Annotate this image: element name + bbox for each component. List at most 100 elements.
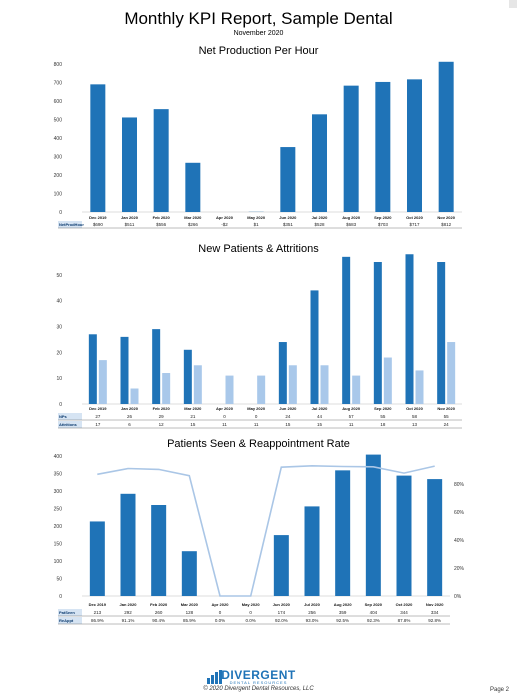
table-cell: 86.9% bbox=[91, 618, 104, 623]
y-tick-label: 0 bbox=[59, 210, 62, 216]
bar-secondary bbox=[383, 357, 392, 404]
report-title: Monthly KPI Report, Sample Dental bbox=[124, 9, 393, 28]
y-tick-label: 30 bbox=[56, 325, 62, 331]
x-tick-label: Jan 2020 bbox=[121, 215, 139, 220]
x-tick-label: Aug 2020 bbox=[342, 215, 361, 220]
table-label-cell bbox=[58, 413, 82, 420]
x-tick-label: Jul 2020 bbox=[312, 215, 329, 220]
table-cell: 213 bbox=[94, 610, 102, 615]
y2-tick-label: 40% bbox=[454, 538, 465, 544]
table-cell: 21 bbox=[190, 414, 196, 419]
x-tick-label: Jul 2020 bbox=[304, 602, 321, 607]
x-tick-label: Sep 2020 bbox=[365, 602, 383, 607]
table-cell: 359 bbox=[339, 610, 347, 615]
table-cell: 87.8% bbox=[398, 618, 411, 623]
table-cell: $266 bbox=[188, 222, 199, 227]
bar bbox=[89, 521, 105, 596]
table-cell: $1 bbox=[254, 222, 260, 227]
table-row-label: Attritions bbox=[59, 422, 78, 427]
x-tick-label: Sep 2020 bbox=[374, 215, 392, 220]
table-row-label: NetProdHour bbox=[59, 222, 84, 227]
table-cell: $690 bbox=[93, 222, 104, 227]
x-tick-label: Dec 2019 bbox=[89, 602, 107, 607]
y2-tick-label: 80% bbox=[454, 482, 465, 488]
x-tick-label: Jan 2020 bbox=[121, 406, 139, 411]
x-tick-label: Dec 2019 bbox=[89, 406, 107, 411]
chart-title-net-production: Net Production Per Hour bbox=[198, 45, 319, 57]
page-number: Page 2 bbox=[490, 687, 510, 693]
bar bbox=[153, 109, 169, 212]
bar-secondary bbox=[288, 365, 297, 404]
y-tick-label: 200 bbox=[54, 524, 63, 530]
y-tick-label: 500 bbox=[54, 118, 63, 124]
bar bbox=[343, 85, 359, 212]
bar bbox=[152, 329, 161, 404]
bar bbox=[120, 336, 129, 404]
table-cell: 15 bbox=[190, 422, 196, 427]
table-cell: 57 bbox=[349, 414, 355, 419]
table-cell: 55 bbox=[444, 414, 450, 419]
table-cell: 0.0% bbox=[215, 618, 225, 623]
table-cell: 344 bbox=[400, 610, 408, 615]
table-cell: $351 bbox=[283, 222, 294, 227]
x-tick-label: Oct 2020 bbox=[396, 602, 413, 607]
bar-secondary bbox=[257, 375, 266, 404]
x-tick-label: Nov 2020 bbox=[437, 215, 455, 220]
bar-secondary bbox=[447, 342, 456, 404]
bar bbox=[185, 162, 201, 212]
table-cell: 58 bbox=[412, 414, 418, 419]
table-cell: $703 bbox=[378, 222, 389, 227]
report-subtitle: November 2020 bbox=[233, 30, 284, 37]
bar bbox=[405, 254, 414, 404]
table-cell: 92.5% bbox=[336, 618, 349, 623]
bar bbox=[375, 81, 391, 212]
table-cell: 92.0% bbox=[275, 618, 288, 623]
bar bbox=[120, 493, 136, 596]
table-cell: $528 bbox=[314, 222, 325, 227]
y-tick-label: 100 bbox=[54, 192, 63, 198]
table-label-cell bbox=[58, 609, 82, 616]
bar bbox=[280, 147, 296, 212]
x-tick-label: Feb 2020 bbox=[153, 215, 171, 220]
reappointment-line bbox=[97, 464, 435, 597]
bar bbox=[396, 475, 412, 596]
y-tick-label: 600 bbox=[54, 99, 63, 105]
table-cell: 0 bbox=[219, 610, 222, 615]
brand-name: DIVERGENT bbox=[221, 668, 296, 682]
y2-tick-label: 0% bbox=[454, 594, 462, 600]
table-cell: 92.8% bbox=[428, 618, 441, 623]
bar bbox=[373, 262, 382, 404]
x-tick-label: Sep 2020 bbox=[374, 406, 392, 411]
x-tick-label: May 2020 bbox=[247, 406, 266, 411]
table-row-label: PatSeen bbox=[59, 610, 75, 615]
x-tick-label: Nov 2020 bbox=[426, 602, 444, 607]
table-cell: 11 bbox=[222, 422, 227, 427]
chart-title-patients-seen: Patients Seen & Reappointment Rate bbox=[167, 438, 350, 450]
page-corner bbox=[509, 0, 517, 8]
y-tick-label: 250 bbox=[54, 507, 63, 513]
table-cell: 0 bbox=[223, 414, 226, 419]
x-tick-label: Mar 2020 bbox=[184, 215, 202, 220]
table-cell: 128 bbox=[186, 610, 194, 615]
table-cell: 256 bbox=[308, 610, 316, 615]
bar bbox=[365, 454, 381, 596]
table-cell: 18 bbox=[380, 422, 386, 427]
y-tick-label: 50 bbox=[56, 577, 62, 583]
copyright-text: © 2020 Divergent Dental Resources, LLC bbox=[203, 686, 314, 692]
table-cell: 11 bbox=[254, 422, 259, 427]
bar bbox=[122, 117, 137, 212]
table-cell: 334 bbox=[431, 610, 439, 615]
table-cell: 55 bbox=[380, 414, 386, 419]
bar bbox=[437, 262, 446, 404]
table-cell: 29 bbox=[159, 414, 165, 419]
bar-secondary bbox=[415, 370, 424, 404]
x-tick-label: May 2020 bbox=[247, 215, 266, 220]
x-tick-label: Feb 2020 bbox=[153, 406, 171, 411]
bar bbox=[438, 61, 454, 212]
x-tick-label: Mar 2020 bbox=[184, 406, 202, 411]
x-tick-label: Mar 2020 bbox=[181, 602, 199, 607]
table-cell: 13 bbox=[412, 422, 418, 427]
y-tick-label: 200 bbox=[54, 173, 63, 179]
table-cell: 12 bbox=[159, 422, 165, 427]
